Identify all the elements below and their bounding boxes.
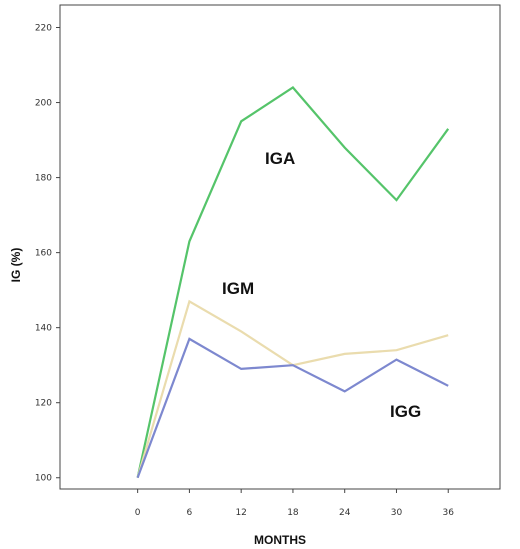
x-tick-label: 12 xyxy=(235,508,246,518)
x-tick-label: 36 xyxy=(443,508,455,518)
plot-area-frame xyxy=(59,4,501,490)
y-tick-label: 120 xyxy=(35,399,52,409)
series-line-iga xyxy=(136,86,450,478)
y-axis-title: IG (%) xyxy=(9,248,23,283)
x-tick-label: 6 xyxy=(187,508,193,518)
x-tick-label: 18 xyxy=(287,508,299,518)
series-lines xyxy=(136,86,450,479)
y-axis: 100 120 140 160 180 200 220 xyxy=(35,24,60,484)
x-tick-label: 0 xyxy=(135,508,141,518)
x-tick-label: 30 xyxy=(391,508,403,518)
series-label-igm: IGM xyxy=(222,279,254,298)
y-tick-label: 180 xyxy=(35,174,52,184)
y-tick-label: 100 xyxy=(35,474,52,484)
y-tick-label: 160 xyxy=(35,249,52,259)
series-line-igm xyxy=(136,299,449,479)
series-line-igg xyxy=(136,337,449,479)
x-tick-label: 24 xyxy=(339,508,351,518)
y-tick-label: 140 xyxy=(35,324,52,334)
x-axis-title: MONTHS xyxy=(254,533,306,547)
x-axis: 0 6 12 18 24 30 36 xyxy=(135,489,454,518)
series-label-iga: IGA xyxy=(265,149,295,168)
y-tick-label: 200 xyxy=(35,99,52,109)
y-tick-label: 220 xyxy=(35,24,52,34)
series-label-igg: IGG xyxy=(390,402,421,421)
